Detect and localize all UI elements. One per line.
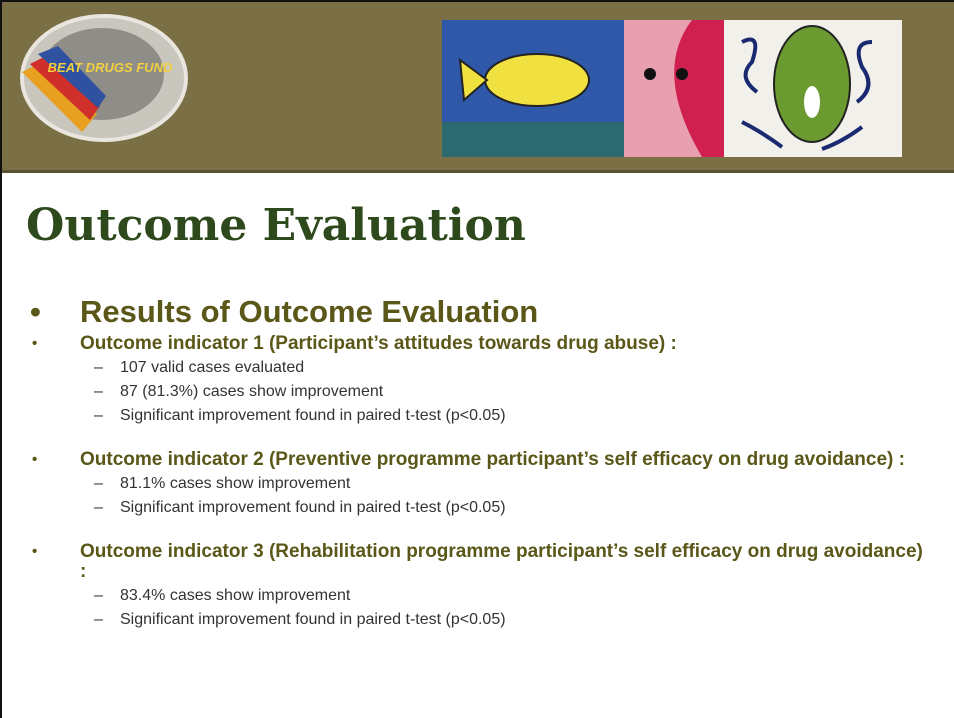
slide: BEAT DRUGS FUND Outcome Evaluation Resul… [0, 0, 954, 718]
header-art: BEAT DRUGS FUND [2, 2, 954, 170]
point-list: 107 valid cases evaluated87 (81.3%) case… [28, 356, 928, 428]
content: Results of Outcome Evaluation Outcome in… [28, 294, 928, 654]
indicator-title: Outcome indicator 1 (Participant’s attit… [28, 334, 928, 354]
point: 81.1% cases show improvement [120, 472, 928, 496]
point-list: 81.1% cases show improvementSignificant … [28, 472, 928, 520]
mask [774, 26, 850, 142]
point: 87 (81.3%) cases show improvement [120, 380, 928, 404]
point: Significant improvement found in paired … [120, 608, 928, 632]
fish [485, 54, 589, 106]
point: 107 valid cases evaluated [120, 356, 928, 380]
heading: Results of Outcome Evaluation [28, 294, 928, 330]
point: Significant improvement found in paired … [120, 496, 928, 520]
indicator: Outcome indicator 2 (Preventive programm… [28, 450, 928, 520]
point-list: 83.4% cases show improvementSignificant … [28, 584, 928, 632]
painting-sea [442, 122, 624, 157]
indicator: Outcome indicator 3 (Rehabilitation prog… [28, 542, 928, 632]
indicator: Outcome indicator 1 (Participant’s attit… [28, 334, 928, 428]
eye [644, 68, 656, 80]
eye [676, 68, 688, 80]
mask-mouth [804, 86, 820, 118]
logo-text: BEAT DRUGS FUND [48, 60, 173, 75]
point: Significant improvement found in paired … [120, 404, 928, 428]
indicator-title: Outcome indicator 2 (Preventive programm… [28, 450, 928, 470]
indicator-title: Outcome indicator 3 (Rehabilitation prog… [28, 542, 928, 582]
point: 83.4% cases show improvement [120, 584, 928, 608]
slide-title: Outcome Evaluation [26, 200, 526, 251]
header-band: BEAT DRUGS FUND [2, 2, 954, 173]
